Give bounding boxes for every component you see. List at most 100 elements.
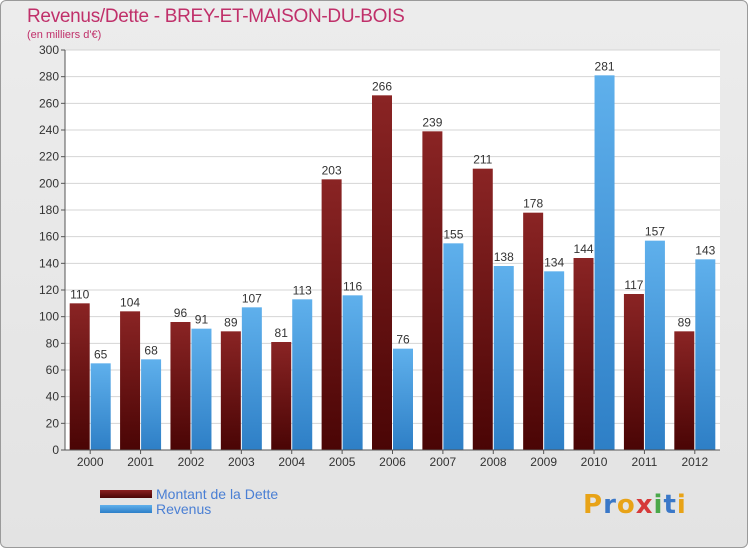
x-tick-label-2010: 2010	[581, 455, 608, 469]
x-tick-label-2009: 2009	[530, 455, 557, 469]
legend: Montant de la Dette Revenus	[100, 485, 279, 517]
legend-item-debt: Montant de la Dette	[100, 485, 279, 502]
bar-revenus-2009	[544, 271, 565, 450]
bar-dette-2005	[321, 179, 342, 451]
bar-dette-2009	[523, 212, 544, 450]
y-tick-label: 280	[39, 70, 59, 84]
bar-revenus-2007	[443, 243, 464, 450]
bar-dette-2011	[623, 294, 644, 450]
bar-revenus-2011	[644, 240, 665, 450]
bar-dette-2004	[271, 342, 292, 450]
x-tick-label-2000: 2000	[77, 455, 104, 469]
x-tick-label-2003: 2003	[228, 455, 255, 469]
data-label-dette-2000: 110	[70, 287, 89, 301]
bar-revenus-2005	[342, 295, 363, 450]
x-tick-label-2006: 2006	[379, 455, 406, 469]
data-label-revenus-2010: 281	[595, 59, 615, 73]
legend-label-debt: Montant de la Dette	[156, 485, 279, 502]
data-label-dette-2009: 178	[523, 197, 543, 211]
bar-revenus-2008	[493, 266, 514, 450]
bar-dette-2012	[674, 331, 695, 450]
bar-dette-2007	[422, 131, 443, 451]
data-label-revenus-2000: 65	[94, 347, 108, 361]
y-tick-label: 300	[39, 43, 59, 57]
plot-area	[65, 50, 720, 450]
x-tick-label-2007: 2007	[430, 455, 457, 469]
data-label-dette-2006: 266	[372, 79, 392, 93]
data-label-revenus-2008: 138	[494, 250, 514, 264]
data-label-revenus-2007: 155	[443, 227, 463, 241]
bar-dette-2000	[69, 303, 90, 450]
x-tick-label-2012: 2012	[681, 455, 708, 469]
y-tick-label: 20	[46, 416, 60, 430]
data-label-dette-2010: 144	[574, 242, 594, 256]
data-label-revenus-2006: 76	[396, 333, 410, 347]
bar-revenus-2006	[393, 348, 413, 450]
bar-revenus-2002	[191, 328, 212, 450]
x-tick-label-2001: 2001	[127, 455, 154, 469]
bar-revenus-2004	[292, 299, 313, 450]
data-label-revenus-2012: 143	[695, 243, 715, 257]
logo-letter: t	[663, 490, 677, 520]
bar-revenus-2001	[141, 359, 162, 450]
logo-letter: P	[583, 490, 604, 520]
y-tick-label: 120	[39, 283, 59, 297]
logo-letter: r	[603, 490, 617, 520]
data-label-revenus-2001: 68	[144, 343, 158, 357]
labels: 0 20 40 60 80 100 120 140 160 180 200 220 240 260 280 3…	[39, 43, 716, 469]
bar-dette-2001	[120, 311, 141, 450]
y-tick-label: 80	[46, 336, 60, 350]
data-label-dette-2011: 117	[624, 278, 643, 292]
bar-revenus-2003	[241, 307, 262, 450]
data-label-revenus-2009: 134	[544, 255, 564, 269]
y-tick-label: 40	[46, 390, 60, 404]
chart-title: Revenus/Dette - BREY-ET-MAISON-DU-BOIS	[27, 6, 405, 27]
bar-dette-2003	[220, 331, 241, 450]
bars	[69, 75, 716, 451]
data-label-revenus-2011: 157	[645, 225, 665, 239]
x-tick-label-2002: 2002	[178, 455, 205, 469]
data-label-revenus-2005: 116	[343, 279, 362, 293]
proxiti-logo: Proxiti	[583, 490, 687, 520]
logo-letter: i	[676, 490, 687, 520]
bar-revenus-2010	[594, 75, 615, 450]
legend-swatch-debt	[100, 489, 152, 498]
data-label-dette-2007: 239	[422, 115, 442, 129]
data-label-dette-2003: 89	[224, 315, 238, 329]
y-tick-label: 260	[39, 96, 59, 110]
bar-dette-2008	[472, 168, 493, 450]
x-tick-label-2004: 2004	[278, 455, 305, 469]
data-label-revenus-2003: 107	[242, 291, 262, 305]
legend-label-revenus: Revenus	[156, 500, 212, 517]
y-tick-label: 60	[46, 363, 60, 377]
logo-letter: o	[616, 490, 636, 520]
x-tick-label-2005: 2005	[329, 455, 356, 469]
bar-revenus-2000	[90, 363, 111, 450]
bar-dette-2002	[170, 322, 191, 450]
logo-letter: i	[653, 490, 664, 520]
legend-item-revenus: Revenus	[100, 500, 278, 517]
chart-subtitle: (en milliers d'€)	[27, 29, 102, 41]
y-tick-label: 140	[39, 256, 59, 270]
y-tick-label: 160	[39, 230, 59, 244]
data-label-dette-2005: 203	[322, 163, 342, 177]
axes	[61, 49, 720, 454]
legend-swatch-revenus	[100, 504, 152, 513]
data-label-dette-2001: 104	[120, 295, 140, 309]
grid	[65, 49, 720, 451]
data-label-revenus-2004: 113	[293, 283, 312, 297]
bar-dette-2010	[573, 258, 594, 450]
data-label-dette-2012: 89	[678, 315, 692, 329]
bar-revenus-2012	[695, 259, 716, 450]
data-label-dette-2008: 211	[473, 153, 492, 167]
y-tick-label: 200	[39, 176, 59, 190]
data-label-revenus-2002: 91	[195, 313, 209, 327]
x-tick-label-2008: 2008	[480, 455, 507, 469]
x-tick-label-2011: 2011	[632, 455, 658, 469]
logo-letter: x	[635, 490, 654, 520]
y-tick-label: 100	[39, 310, 59, 324]
y-tick-label: 220	[39, 150, 59, 164]
data-label-dette-2004: 81	[275, 326, 289, 340]
bar-dette-2006	[372, 95, 392, 450]
